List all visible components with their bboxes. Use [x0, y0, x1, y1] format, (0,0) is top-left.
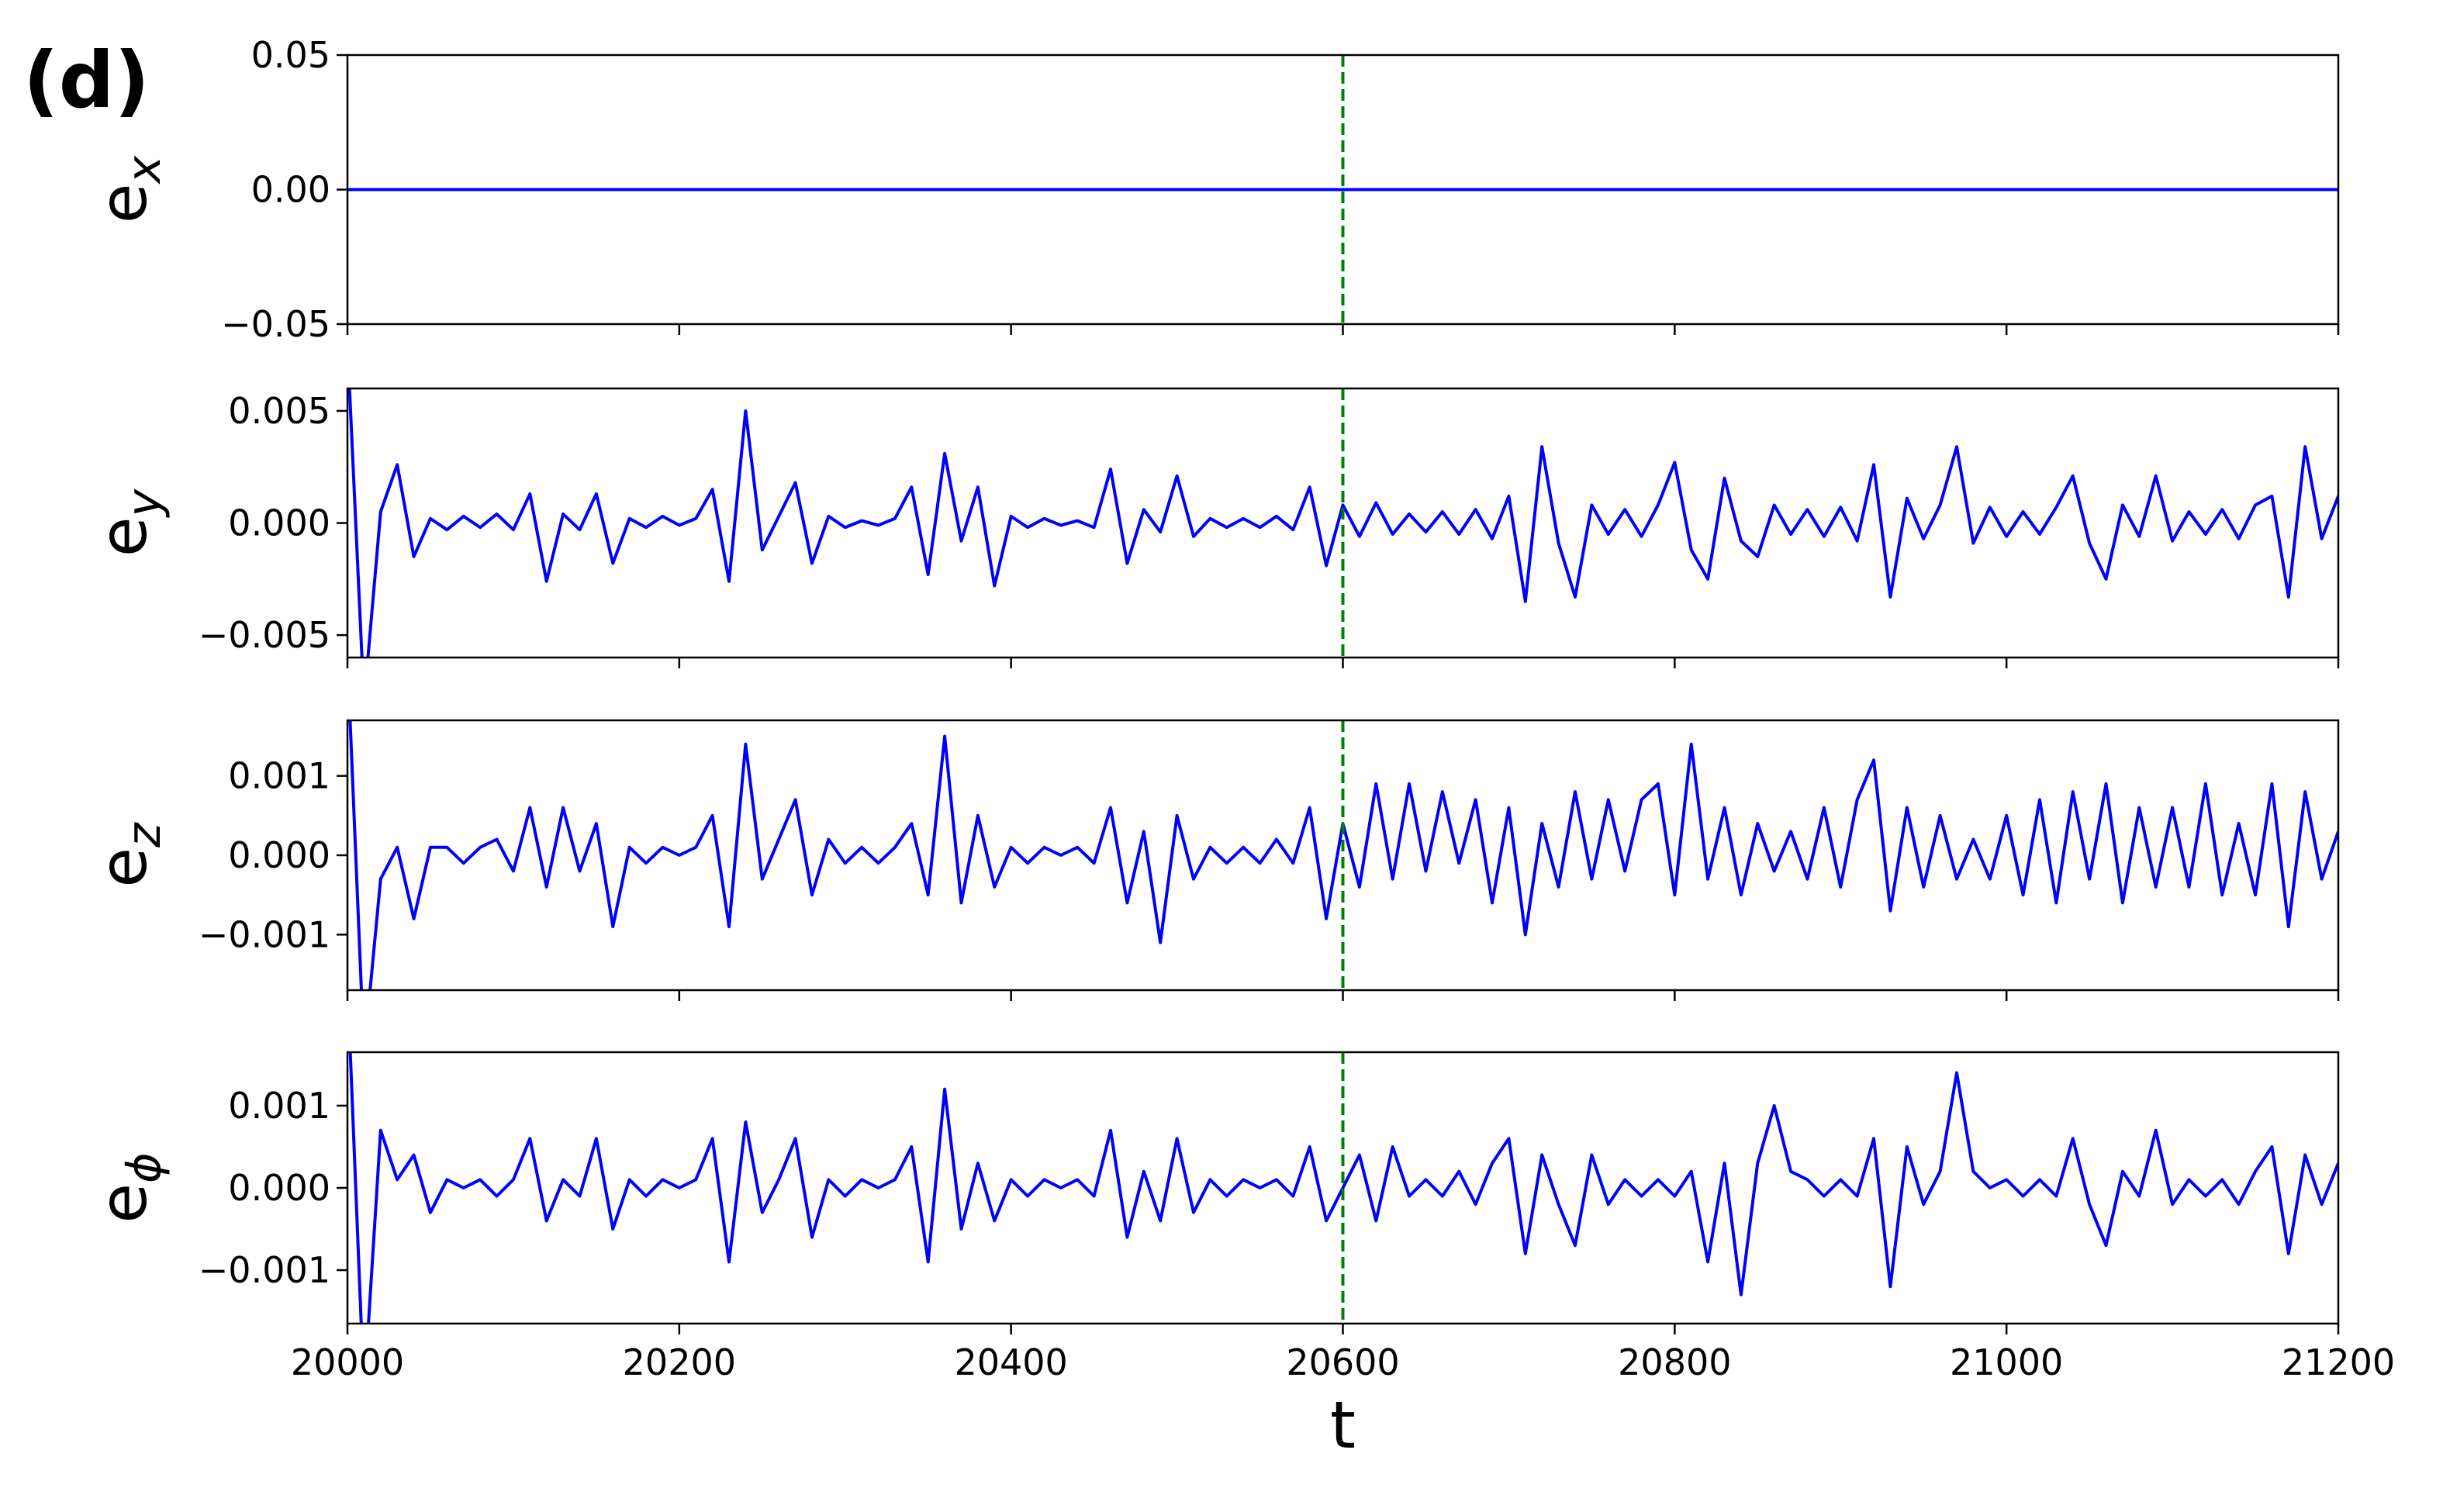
x-tick-label: 21200 [2282, 1341, 2395, 1383]
y-axis-label-base: e [85, 847, 161, 888]
data-line [347, 388, 2338, 658]
y-axis-label-base: e [85, 1183, 161, 1224]
plot-area [347, 388, 2338, 658]
x-tick-label: 21000 [1950, 1341, 2063, 1383]
x-tick-label: 20000 [291, 1341, 404, 1383]
y-axis-label-base: e [85, 516, 161, 557]
x-tick-label: 20400 [954, 1341, 1067, 1383]
y-axis-label-sub: y [117, 488, 171, 518]
y-tick-label: 0.05 [251, 34, 330, 76]
y-tick-label: 0.005 [228, 390, 330, 432]
panel-label: (d) [23, 35, 150, 126]
y-axis-label: ez [85, 822, 171, 888]
y-tick-label: 0.00 [251, 169, 330, 211]
y-axis-label-sub: x [117, 155, 171, 185]
y-axis-label: eϕ [85, 1152, 171, 1223]
x-tick-label: 20600 [1286, 1341, 1399, 1383]
y-tick-label: 0.001 [228, 1085, 330, 1127]
y-axis-label: ey [85, 488, 171, 557]
x-tick-label: 20800 [1618, 1341, 1731, 1383]
y-axis-label-sub: z [117, 822, 171, 848]
y-axis-label: ex [85, 155, 171, 223]
y-tick-label: −0.005 [199, 614, 330, 656]
x-tick-label: 20200 [623, 1341, 736, 1383]
y-tick-label: −0.001 [199, 1249, 330, 1291]
data-line [348, 1052, 2338, 1324]
y-tick-label: 0.001 [228, 755, 330, 797]
y-tick-label: 0.000 [228, 502, 330, 544]
x-axis-label: t [1330, 1387, 1356, 1463]
y-tick-label: 0.000 [228, 1167, 330, 1209]
plot-area [348, 1052, 2338, 1324]
y-tick-label: −0.05 [221, 303, 330, 345]
y-tick-label: −0.001 [199, 913, 330, 955]
y-axis-label-base: e [85, 183, 161, 223]
y-tick-label: 0.000 [228, 834, 330, 876]
y-axis-label-sub: ϕ [117, 1152, 171, 1183]
